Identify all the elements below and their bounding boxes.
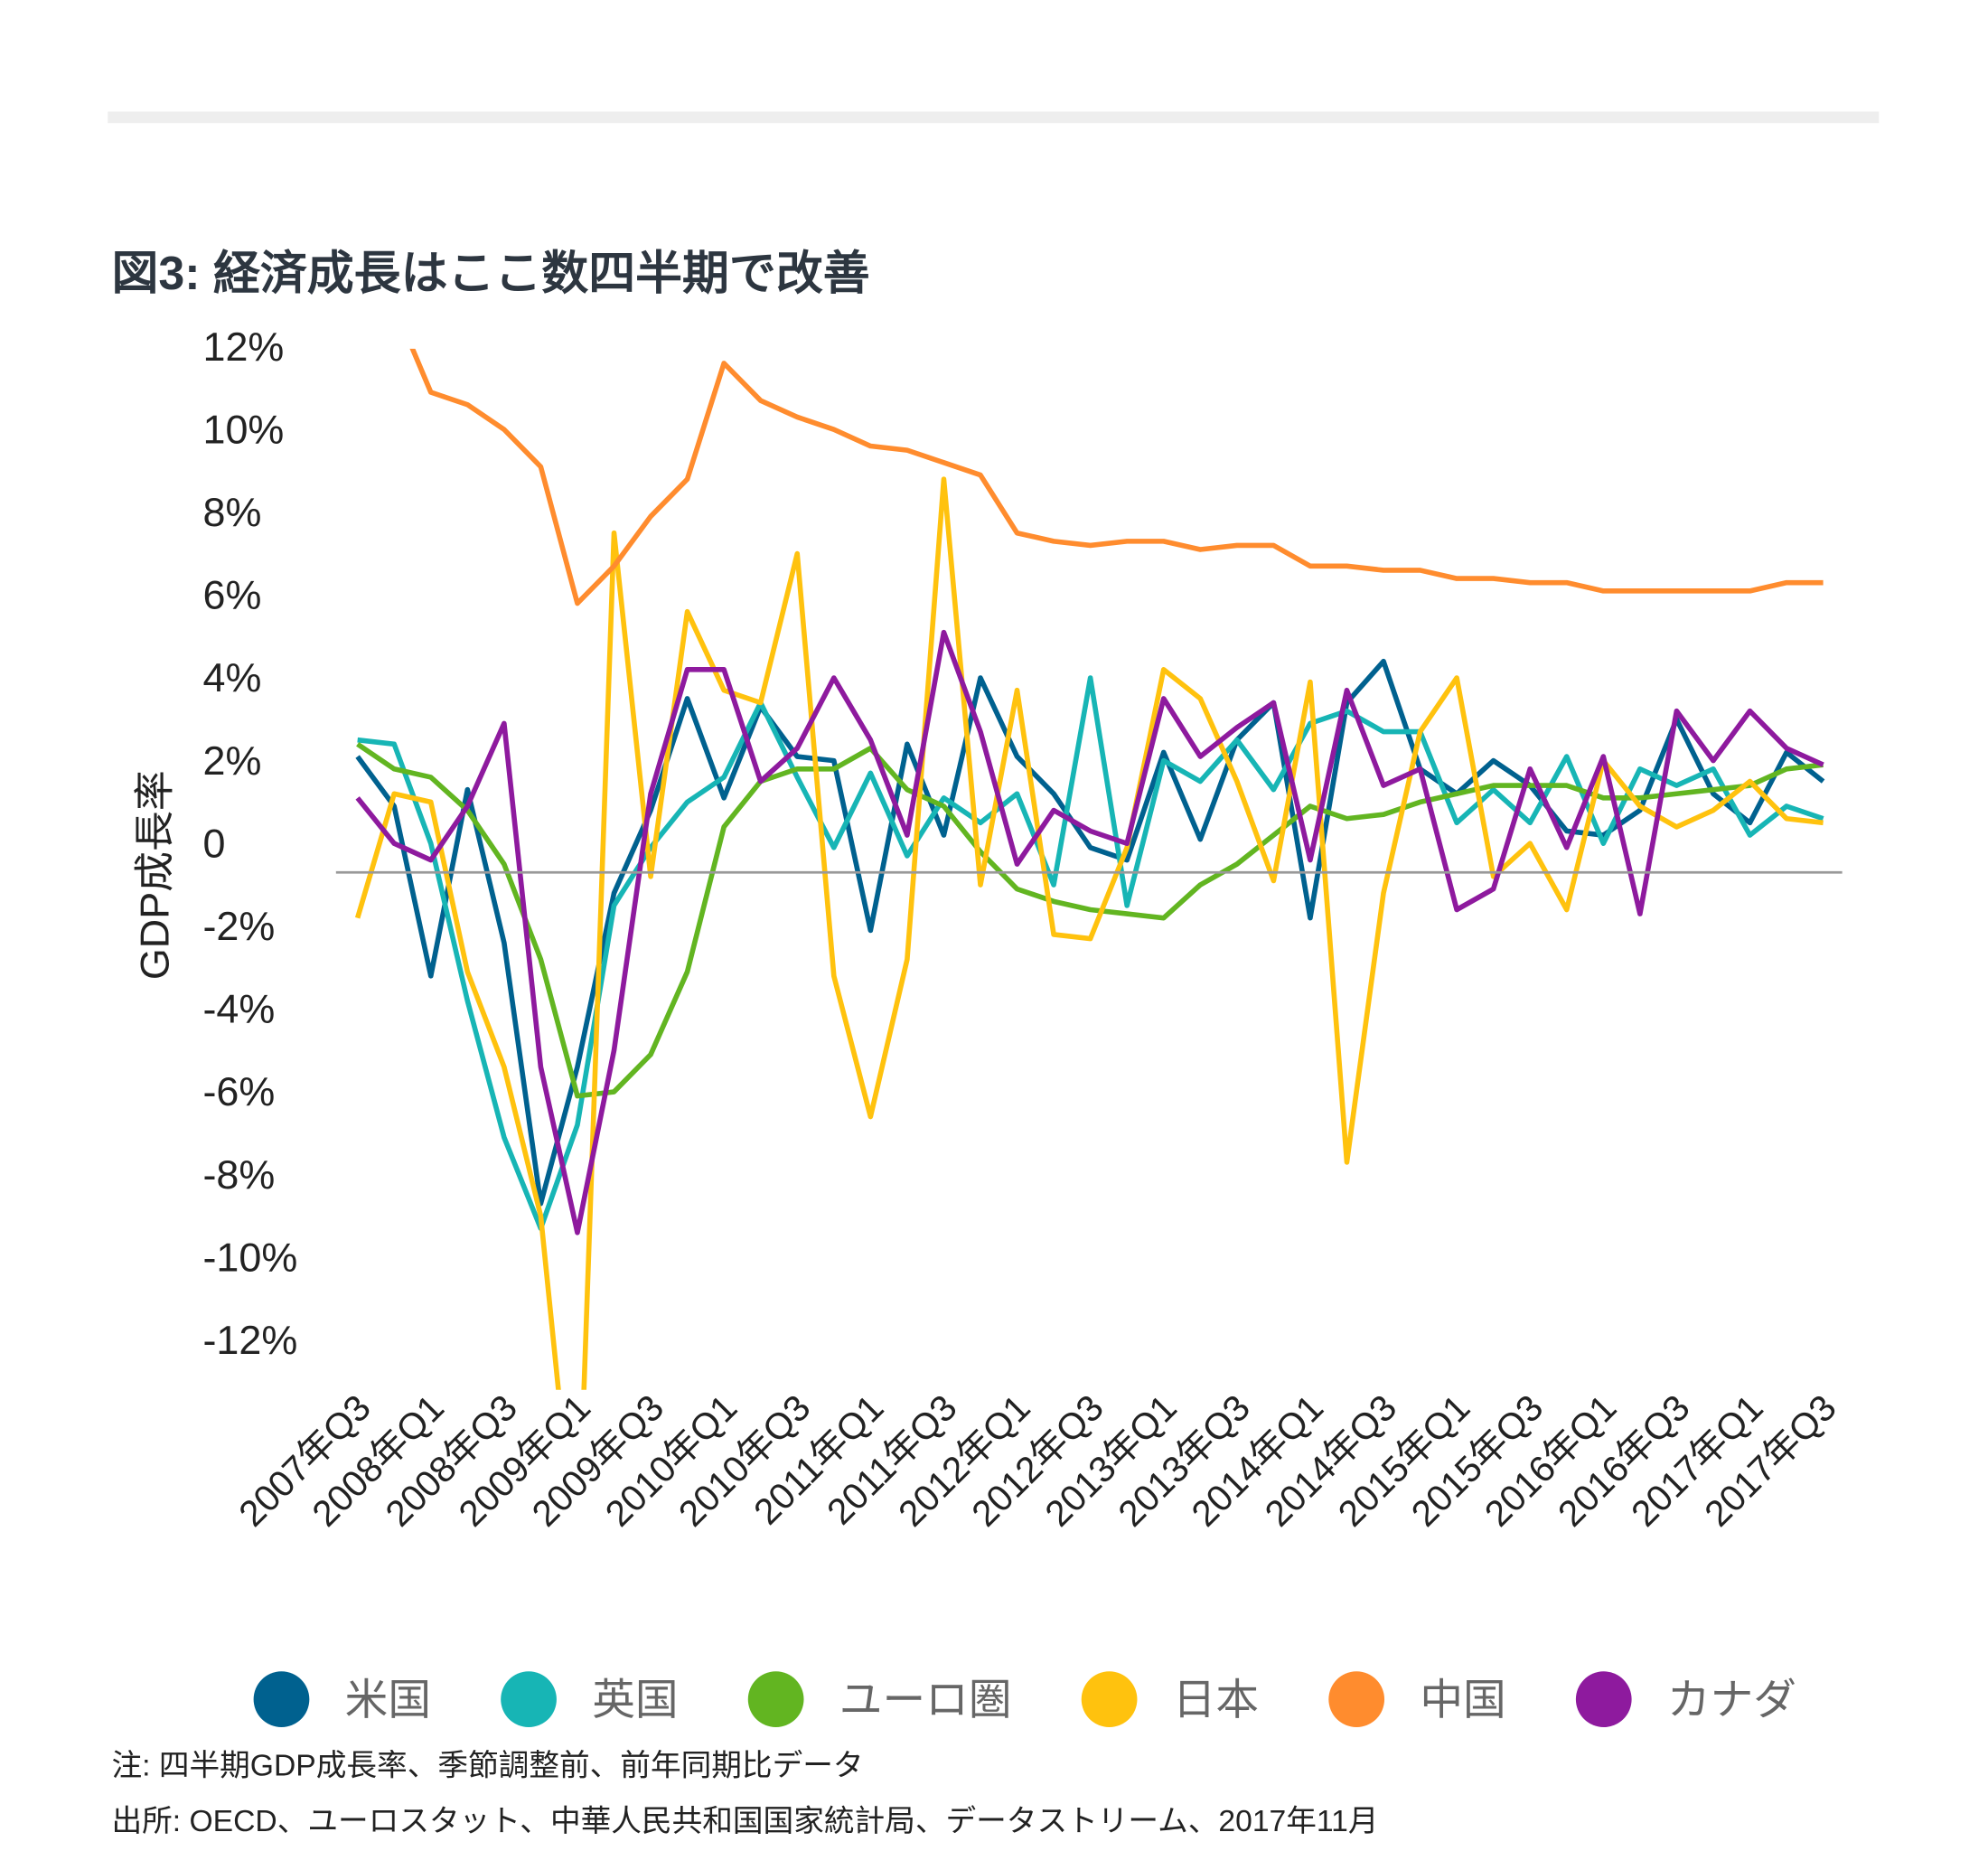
series-line xyxy=(355,629,1824,1236)
legend-swatch xyxy=(501,1671,557,1728)
legend-label: ユーロ圏 xyxy=(839,1677,1012,1724)
y-tick-label: -6% xyxy=(202,1068,275,1114)
y-tick-label: 8% xyxy=(202,489,261,535)
legend-swatch xyxy=(1575,1671,1632,1728)
series-line xyxy=(409,348,1824,606)
y-tick-label: 0 xyxy=(202,820,225,866)
legend-label: 英国 xyxy=(592,1677,678,1724)
series-line xyxy=(357,675,1824,1231)
y-tick-label: -4% xyxy=(202,986,275,1032)
legend-swatch xyxy=(253,1671,310,1728)
legend-swatch xyxy=(747,1671,804,1728)
plot-lines xyxy=(354,348,1825,1390)
y-tick-label: 2% xyxy=(202,738,261,784)
legend-label: カナダ xyxy=(1667,1677,1796,1724)
y-axis-label: GDP成長率 xyxy=(132,770,178,980)
legend-swatch xyxy=(1081,1671,1138,1728)
legend-swatch xyxy=(1328,1671,1385,1728)
y-tick-label: -2% xyxy=(202,903,275,949)
y-tick-label: 6% xyxy=(202,572,261,618)
legend-label: 日本 xyxy=(1173,1677,1259,1724)
y-tick-label: -12% xyxy=(202,1317,297,1363)
series-line xyxy=(354,476,1824,1390)
series-line xyxy=(356,741,1824,1099)
note: 注: 四半期GDP成長率、季節調整前、前年同期比データ xyxy=(111,1748,863,1782)
legend-label: 米国 xyxy=(345,1677,431,1724)
y-tick-label: 10% xyxy=(202,406,284,452)
chart-title: 図3: 経済成長はここ数四半期で改善 xyxy=(111,248,869,300)
y-tick-label: -10% xyxy=(202,1234,297,1280)
legend-label: 中国 xyxy=(1420,1677,1505,1724)
y-tick-label: -8% xyxy=(202,1151,275,1198)
header-bar xyxy=(108,111,1880,124)
y-tick-label: 12% xyxy=(202,324,284,370)
y-tick-label: 4% xyxy=(202,654,261,700)
source: 出所: OECD、ユーロスタット、中華人民共和国国家統計局、データストリーム、2… xyxy=(111,1804,1378,1838)
